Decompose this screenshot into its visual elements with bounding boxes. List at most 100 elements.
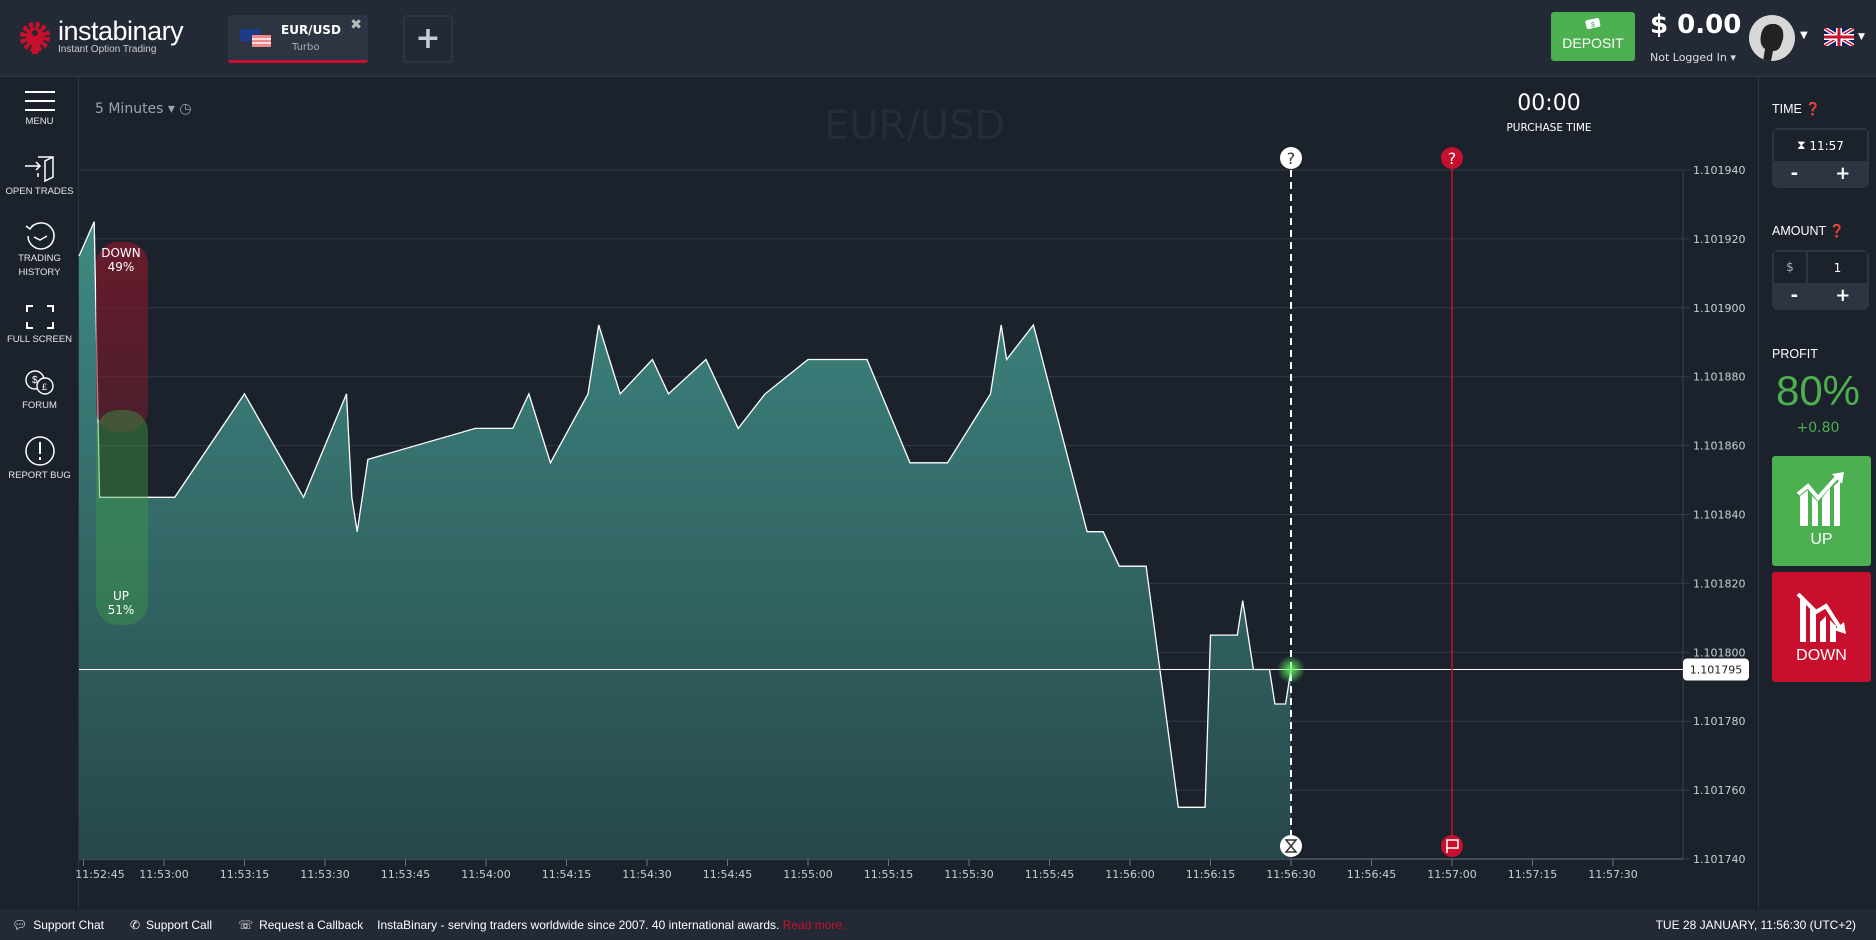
footer-tagline: InstaBinary - serving traders worldwide …	[377, 918, 780, 932]
purchase-question-icon[interactable]: ?	[1280, 147, 1302, 169]
amount-minus-button[interactable]: -	[1790, 285, 1799, 306]
checkered-flag-icon	[1441, 835, 1463, 857]
x-tick-label: 11:55:45	[1025, 868, 1074, 881]
price-area	[79, 221, 1291, 859]
add-tab-button[interactable]: +	[403, 15, 453, 63]
x-tick-label: 11:53:45	[381, 868, 430, 881]
x-tick-label: 11:54:30	[622, 868, 671, 881]
support-chat-link[interactable]: 💬︎ Support Chat	[12, 918, 104, 932]
down-button[interactable]: DOWN	[1772, 572, 1871, 682]
amount-input[interactable]: 1	[1833, 260, 1842, 275]
amount-label: AMOUNT ❓	[1772, 224, 1845, 238]
svg-text:$: $	[1591, 22, 1595, 29]
sidebar-item-label: FULL SCREEN	[6, 334, 73, 345]
uk-flag-icon[interactable]	[1824, 28, 1854, 46]
x-tick-label: 11:52:45	[75, 868, 124, 881]
callback-phone-icon: ☏	[238, 918, 254, 932]
help-icon[interactable]: ❓	[1805, 102, 1821, 116]
user-silhouette-icon	[1760, 23, 1784, 61]
deposit-button[interactable]: $ DEPOSIT	[1551, 12, 1635, 61]
login-status: Not Logged In	[1650, 51, 1727, 64]
x-tick-label: 11:55:00	[783, 868, 832, 881]
currency-symbol: $	[1774, 252, 1808, 283]
eur-usd-flag-icon	[240, 29, 271, 47]
current-price-label: 1.101795	[1690, 664, 1743, 677]
x-tick-label: 11:55:30	[944, 868, 993, 881]
sidebar-item-label: TRADING HISTORY	[18, 253, 61, 278]
sidebar-item-full-screen[interactable]: FULL SCREEN	[0, 303, 79, 347]
tab-eur-usd[interactable]: EUR/USD Turbo ✖	[228, 15, 368, 63]
sidebar-item-menu[interactable]: MENU	[0, 89, 79, 129]
sentiment-up-pct: 51%	[108, 603, 135, 617]
time-minus-button[interactable]: -	[1790, 163, 1799, 184]
y-tick-label: 1.101860	[1693, 440, 1746, 453]
y-tick-label: 1.101800	[1693, 646, 1746, 659]
sidebar-item-label: OPEN TRADES	[5, 186, 74, 197]
up-label: UP	[1810, 531, 1833, 548]
chart-down-icon	[1796, 592, 1846, 642]
sidebar-item-trading-history[interactable]: TRADING HISTORY	[0, 220, 79, 280]
x-tick-label: 11:54:45	[703, 868, 752, 881]
y-tick-label: 1.101940	[1693, 164, 1746, 177]
clock-icon[interactable]: ◷	[179, 101, 192, 117]
time-plus-button[interactable]: +	[1835, 163, 1851, 184]
sidebar-item-label: FORUM	[22, 400, 57, 411]
exclamation-circle-icon	[24, 436, 55, 466]
amount-stepper[interactable]: $1 - +	[1772, 250, 1869, 310]
y-tick-label: 1.101820	[1693, 577, 1746, 590]
language-chevron-icon[interactable]: ▼	[1858, 32, 1865, 42]
door-enter-icon	[24, 156, 54, 183]
x-tick-label: 11:56:30	[1266, 868, 1315, 881]
history-clock-icon	[25, 222, 55, 250]
avatar[interactable]	[1749, 15, 1795, 61]
expiry-question-icon[interactable]: ?	[1441, 147, 1463, 169]
footer: 💬︎ Support Chat ✆ Support Call ☏ Request a …	[0, 910, 1876, 940]
sidebar-item-forum[interactable]: $ £ FORUM	[0, 369, 79, 413]
up-button[interactable]: UP	[1772, 456, 1871, 566]
money-icon: $	[1585, 18, 1601, 29]
avatar-chevron-icon[interactable]: ▼	[1800, 30, 1808, 41]
request-callback-link[interactable]: ☏ Request a Callback	[238, 918, 364, 932]
x-tick-label: 11:57:00	[1427, 868, 1476, 881]
sentiment-up-label: UP	[113, 589, 129, 603]
deposit-label: DEPOSIT	[1562, 35, 1624, 51]
amount-plus-button[interactable]: +	[1835, 285, 1851, 306]
x-tick-label: 11:55:15	[864, 868, 913, 881]
period-dropdown[interactable]: 5 Minutes ▾ ◷	[95, 101, 192, 117]
x-tick-label: 11:54:15	[542, 868, 591, 881]
current-price-tag: 1.101795	[1683, 658, 1749, 681]
time-label: TIME ❓	[1772, 102, 1821, 116]
sidebar-item-report-bug[interactable]: REPORT BUG	[0, 435, 79, 483]
hamburger-icon	[24, 91, 55, 111]
sidebar-item-open-trades[interactable]: OPEN TRADES	[0, 153, 79, 199]
hourglass-icon: ⧗	[1797, 138, 1810, 152]
sentiment-down-pct: 49%	[108, 260, 135, 274]
x-tick-label: 11:53:00	[139, 868, 188, 881]
read-more-link[interactable]: Read more.	[782, 918, 846, 932]
sentiment-down-label: DOWN	[101, 246, 141, 260]
time-value[interactable]: 11:57	[1809, 138, 1844, 153]
sentiment-down-bar	[96, 242, 148, 432]
sentiment-up-bar	[96, 410, 148, 625]
login-dropdown[interactable]: Not Logged In ▾	[1650, 51, 1736, 64]
sidebar: MENU OPEN TRADES TRADING HISTORY FULL SC…	[0, 77, 79, 910]
chat-bubble-icon: 💬︎	[12, 918, 28, 932]
forum-bubbles-icon: $£	[24, 370, 54, 395]
hourglass-icon	[1280, 835, 1302, 857]
balance: $ 0.00	[1650, 10, 1742, 40]
sidebar-item-label: REPORT BUG	[8, 470, 71, 481]
profit-value: +0.80	[1796, 420, 1840, 436]
x-tick-label: 11:57:30	[1588, 868, 1637, 881]
x-tick-label: 11:53:30	[300, 868, 349, 881]
help-icon[interactable]: ❓	[1829, 224, 1845, 238]
down-label: DOWN	[1796, 647, 1847, 664]
close-tab-icon[interactable]: ✖	[350, 17, 362, 33]
tab-type: Turbo	[292, 42, 320, 53]
sentiment-bar: DOWN 49% UP 51%	[96, 242, 148, 625]
y-tick-label: 1.101920	[1693, 233, 1746, 246]
price-line	[78, 221, 1292, 808]
logo[interactable]: instabinary Instant Option Trading	[18, 18, 184, 55]
time-stepper[interactable]: ⧗ 11:57- +	[1772, 128, 1869, 188]
support-call-link[interactable]: ✆ Support Call	[129, 918, 213, 932]
